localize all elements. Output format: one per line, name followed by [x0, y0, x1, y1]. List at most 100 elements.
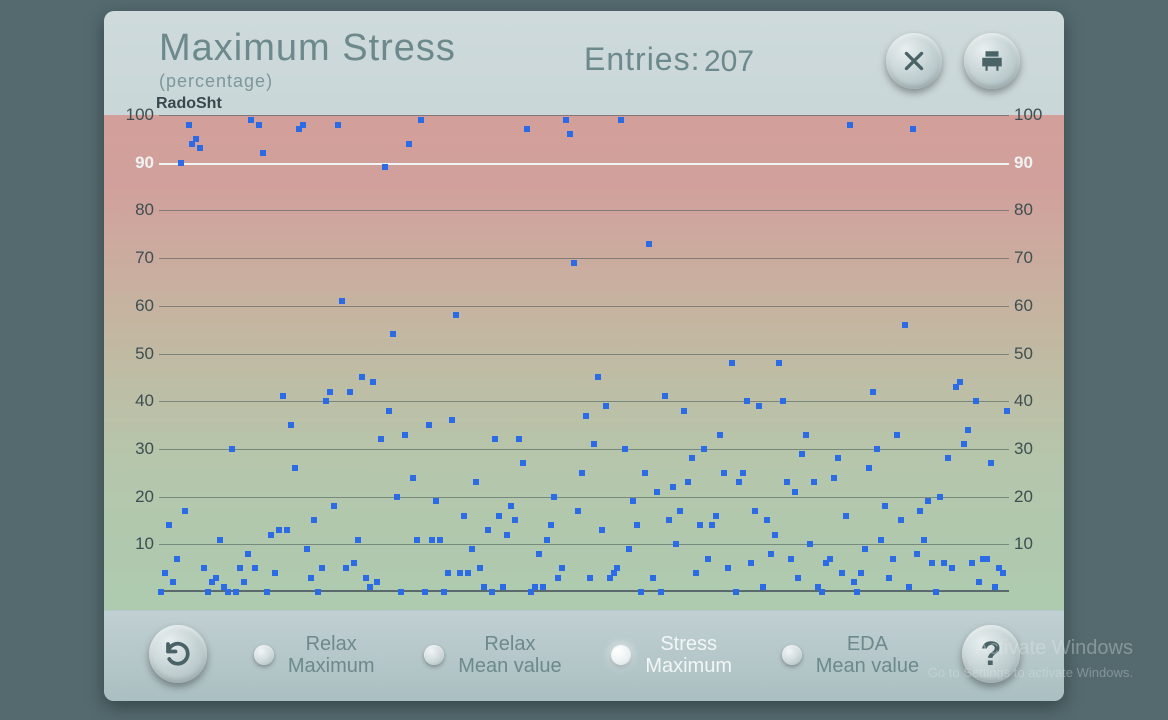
data-point — [193, 136, 199, 142]
data-point — [382, 164, 388, 170]
data-point — [343, 565, 349, 571]
mode-option-stress-maximum[interactable]: StressMaximum — [611, 633, 732, 677]
data-point — [441, 589, 447, 595]
data-point — [756, 403, 762, 409]
data-point — [709, 522, 715, 528]
data-point — [587, 575, 593, 581]
data-point — [988, 460, 994, 466]
data-point — [237, 565, 243, 571]
data-point — [205, 589, 211, 595]
data-point — [874, 446, 880, 452]
footer: RelaxMaximum RelaxMean value StressMaximum… — [104, 611, 1064, 701]
data-point — [599, 527, 605, 533]
mode-option-relax-mean-value[interactable]: RelaxMean value — [424, 633, 561, 677]
y-axis-label-right: 80 — [1014, 200, 1056, 220]
data-point — [1000, 570, 1006, 576]
data-point — [540, 584, 546, 590]
data-point — [300, 122, 306, 128]
data-point — [272, 570, 278, 576]
data-point — [733, 589, 739, 595]
data-point — [453, 312, 459, 318]
data-point — [323, 398, 329, 404]
y-axis-label-left: 40 — [112, 391, 154, 411]
data-point — [634, 522, 640, 528]
mode-label: RelaxMaximum — [288, 633, 375, 677]
y-axis-label-left: 100 — [112, 105, 154, 125]
data-point — [422, 589, 428, 595]
data-point — [473, 479, 479, 485]
data-point — [351, 560, 357, 566]
data-point — [654, 489, 660, 495]
data-point — [465, 570, 471, 576]
data-point — [937, 494, 943, 500]
data-point — [461, 513, 467, 519]
data-point — [819, 589, 825, 595]
data-point — [355, 537, 361, 543]
back-button[interactable] — [149, 625, 207, 683]
data-point — [548, 522, 554, 528]
data-point — [276, 527, 282, 533]
data-point — [378, 436, 384, 442]
data-point — [449, 417, 455, 423]
mode-option-eda-mean-value[interactable]: EDAMean value — [782, 633, 919, 677]
data-point — [961, 441, 967, 447]
header: Maximum Stress (percentage) RadoSht Entr… — [104, 11, 1064, 111]
data-point — [339, 298, 345, 304]
data-point — [870, 389, 876, 395]
data-point — [496, 513, 502, 519]
close-button[interactable] — [886, 33, 942, 89]
data-point — [764, 517, 770, 523]
data-point — [614, 565, 620, 571]
user-name: RadoSht — [156, 95, 222, 113]
data-point — [575, 508, 581, 514]
data-point — [685, 479, 691, 485]
data-point — [882, 503, 888, 509]
data-point — [197, 145, 203, 151]
data-point — [367, 584, 373, 590]
data-point — [489, 589, 495, 595]
data-point — [433, 498, 439, 504]
grid-line — [159, 258, 1009, 259]
y-axis-label-left: 90 — [112, 153, 154, 173]
entries-value: 207 — [704, 45, 754, 79]
mode-option-relax-maximum[interactable]: RelaxMaximum — [254, 633, 375, 677]
data-point — [311, 517, 317, 523]
data-point — [386, 408, 392, 414]
data-point — [618, 117, 624, 123]
data-point — [406, 141, 412, 147]
data-point — [642, 470, 648, 476]
data-point — [736, 479, 742, 485]
data-point — [426, 422, 432, 428]
data-point — [457, 570, 463, 576]
data-point — [933, 589, 939, 595]
data-point — [256, 122, 262, 128]
data-point — [571, 260, 577, 266]
entries-label: Entries: — [584, 41, 700, 78]
data-point — [827, 556, 833, 562]
grid-line — [159, 401, 1009, 402]
data-point — [410, 475, 416, 481]
data-point — [248, 117, 254, 123]
data-point — [622, 446, 628, 452]
data-point — [241, 579, 247, 585]
data-point — [705, 556, 711, 562]
data-point — [693, 570, 699, 576]
print-icon — [979, 48, 1005, 74]
data-point — [658, 589, 664, 595]
data-point — [280, 393, 286, 399]
radio-icon — [782, 645, 802, 665]
print-button[interactable] — [964, 33, 1020, 89]
data-point — [626, 546, 632, 552]
radio-icon — [611, 645, 631, 665]
data-point — [666, 517, 672, 523]
data-point — [847, 122, 853, 128]
y-axis-label-right: 70 — [1014, 248, 1056, 268]
data-point — [567, 131, 573, 137]
data-point — [170, 579, 176, 585]
radio-icon — [254, 645, 274, 665]
y-axis-label-left: 30 — [112, 439, 154, 459]
data-point — [331, 503, 337, 509]
data-point — [721, 470, 727, 476]
data-point — [327, 389, 333, 395]
watermark-text: Go to Settings to activate Windows. — [928, 665, 1133, 680]
